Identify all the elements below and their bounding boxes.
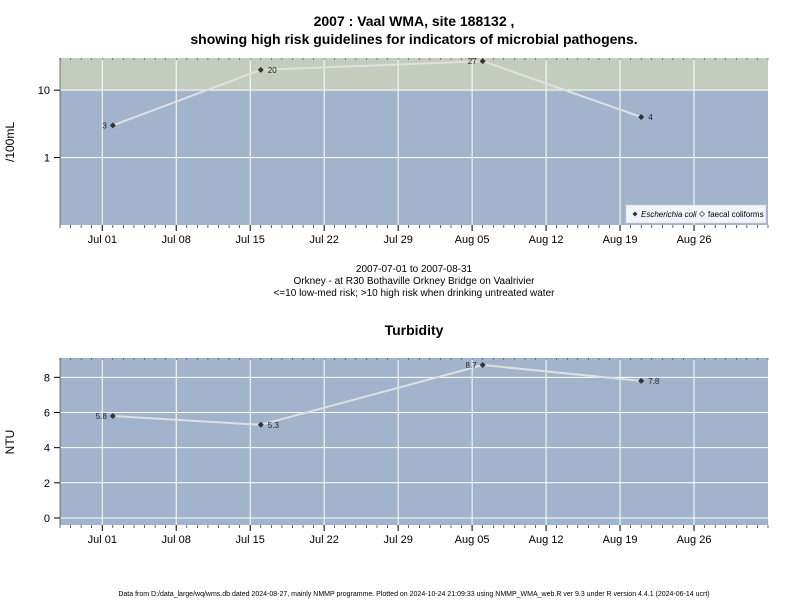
data-point <box>109 122 116 129</box>
caption-risk-note: <=10 low-med risk; >10 high risk when dr… <box>274 288 556 299</box>
chart1-legend-box <box>625 204 767 224</box>
chart2-plot-area: Jul 01 Jul 08 Jul 15 Jul 22 Jul 29 Aug 05 Aug … <box>44 358 769 546</box>
x-tick-label: Jul 15 <box>236 534 265 546</box>
chart2-y-axis-label: NTU <box>3 430 17 455</box>
chart2-series: 5.8 5.3 8.7 7.8 <box>96 361 660 430</box>
x-tick-label: Jul 22 <box>309 234 338 246</box>
data-point <box>638 113 645 120</box>
x-tick-label: Jul 15 <box>236 234 265 246</box>
data-point <box>257 66 264 73</box>
x-tick-label: Aug 19 <box>603 534 638 546</box>
y-tick-label: 8 <box>44 372 50 384</box>
caption-site: Orkney - at R30 Bothaville Orkney Bridge… <box>293 276 535 287</box>
series-line <box>112 364 642 426</box>
x-tick-label: Aug 05 <box>455 234 490 246</box>
chart1-plot-area: Jul 01 Jul 08 Jul 15 Jul 22 Jul 29 Aug 05 Aug … <box>38 57 769 246</box>
y-tick-label: 0 <box>44 513 50 525</box>
chart2-gridlines <box>60 358 768 525</box>
legend-marker-faecal-coliforms <box>699 211 705 217</box>
chart2-background <box>60 358 768 525</box>
data-label: 5.3 <box>268 421 280 430</box>
chart1-y-axis-label: /100mL <box>3 122 17 162</box>
y-tick-label: 2 <box>44 478 50 490</box>
x-tick-label: Jul 08 <box>162 234 191 246</box>
footer-note: Data from D:/data_large/wq/wms.db dated … <box>118 591 709 598</box>
data-label: 5.8 <box>96 412 108 421</box>
legend-entry-ecoli: Escherichia coli <box>641 210 697 219</box>
x-tick-label: Aug 26 <box>677 534 712 546</box>
x-tick-label: Aug 19 <box>603 234 638 246</box>
y-tick-label: 6 <box>44 407 50 419</box>
chart1-title-line2: showing high risk guidelines for indicat… <box>190 31 637 47</box>
chart2-x-axis: Jul 01 Jul 08 Jul 15 Jul 22 Jul 29 Aug 05 Aug … <box>88 525 712 546</box>
x-tick-label: Aug 12 <box>529 234 564 246</box>
caption-date-range: 2007-07-01 to 2007-08-31 <box>356 264 473 275</box>
legend-marker-ecoli <box>632 211 638 217</box>
y-tick-label: 1 <box>44 153 50 165</box>
chart1-gridlines <box>60 58 768 225</box>
chart2-title: Turbidity <box>385 322 444 338</box>
chart1-y-axis: 1 10 <box>38 58 61 225</box>
data-point <box>638 377 645 384</box>
data-point <box>257 421 264 428</box>
chart1-title-line1: 2007 : Vaal WMA, site 188132 , <box>314 13 515 29</box>
data-label: 4 <box>648 113 653 122</box>
data-point <box>479 58 486 65</box>
chart1-x-axis: Jul 01 Jul 08 Jul 15 Jul 22 Jul 29 Aug 05 Aug … <box>88 225 712 246</box>
data-label: 3 <box>102 121 107 130</box>
x-tick-label: Jul 29 <box>383 234 412 246</box>
x-tick-label: Aug 05 <box>455 534 490 546</box>
x-tick-label: Jul 01 <box>88 534 117 546</box>
chart1-legend: Escherichia coli faecal coliforms <box>625 204 767 224</box>
x-tick-label: Jul 01 <box>88 234 117 246</box>
x-tick-label: Aug 12 <box>529 534 564 546</box>
x-tick-label: Aug 26 <box>677 234 712 246</box>
data-label: 7.8 <box>648 377 660 386</box>
legend-entry-faecal-coliforms: faecal coliforms <box>708 210 764 219</box>
data-label: 20 <box>268 66 277 75</box>
x-tick-label: Jul 08 <box>162 534 191 546</box>
chart1-series: 3 20 27 4 <box>102 57 653 130</box>
data-label: 8.7 <box>466 361 478 370</box>
data-point <box>109 413 116 420</box>
chart2-y-axis: 0 2 4 6 8 <box>44 358 61 525</box>
y-tick-label: 4 <box>44 443 50 455</box>
x-tick-label: Jul 22 <box>309 534 338 546</box>
data-label: 27 <box>468 57 477 66</box>
x-tick-label: Jul 29 <box>383 534 412 546</box>
data-point <box>479 362 486 369</box>
y-tick-label: 10 <box>38 85 50 97</box>
series-line <box>112 60 642 127</box>
